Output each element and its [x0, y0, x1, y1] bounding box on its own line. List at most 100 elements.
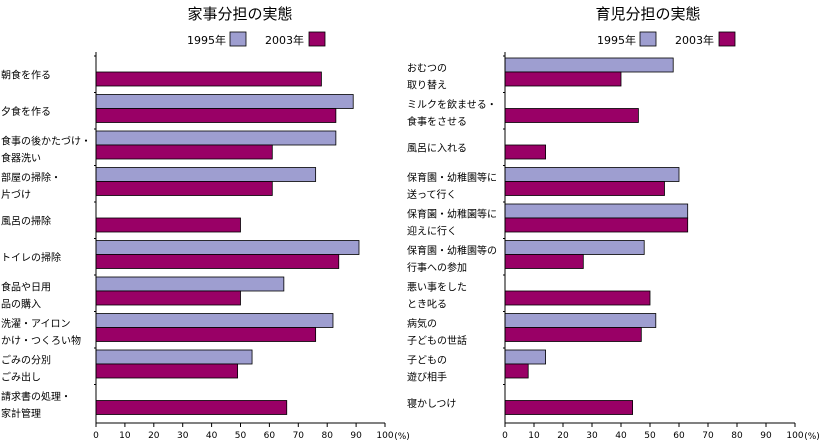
category-label: ごみの分別 [1, 353, 51, 366]
x-tick-label: 0 [502, 431, 508, 441]
bar-2003 [95, 144, 273, 160]
x-tick-label: 90 [760, 431, 772, 441]
bar-1995 [95, 94, 354, 109]
category-label: 病気の [407, 317, 437, 330]
bar-2003 [504, 400, 633, 415]
bar-2003 [504, 144, 546, 160]
bar-1995 [95, 313, 334, 328]
bar-2003 [504, 71, 622, 87]
category-label: 食事をさせる [407, 115, 467, 128]
category-label: 取り替え [407, 78, 447, 91]
category-label: 食品や日用 [1, 280, 51, 293]
category-label: 寝かしつけ [407, 397, 456, 410]
bar-1995 [95, 240, 360, 255]
bar-2003 [95, 290, 241, 306]
category-label: 子どもの世話 [407, 334, 467, 347]
bar-2003 [504, 327, 642, 342]
chart-title: 育児分担の実態 [595, 5, 700, 23]
bar-1995 [95, 276, 285, 292]
bar-1995 [504, 203, 689, 219]
bar-1995 [95, 130, 337, 146]
x-tick-label: 80 [321, 431, 333, 441]
category-label: ごみ出し [1, 370, 41, 383]
category-label: 悪い事をした [407, 280, 467, 293]
bars [504, 57, 689, 415]
bar-1995 [504, 240, 645, 255]
bar-2003 [95, 181, 273, 196]
legend-swatch-1995 [639, 31, 657, 47]
category-label: 片づけ [1, 188, 31, 201]
category-label: ミルクを飲ませる・ [407, 98, 497, 111]
x-tick-label: 60 [264, 431, 276, 441]
childcare-chart: 育児分担の実態 1995年 2003年 おむつの取り替えミルクを飲ませる・食事を… [407, 5, 820, 441]
category-label: 行事への参加 [407, 261, 467, 274]
bar-2003 [95, 108, 337, 123]
legend-swatch-1995 [229, 31, 247, 47]
x-tick-label: 100 [786, 431, 803, 441]
category-label: 送って行く [407, 188, 457, 201]
category-label: 部屋の掃除・ [1, 171, 61, 184]
category-label: 子どもの [407, 354, 447, 366]
x-axis: 0 10 20 30 40 50 60 70 80 90 100 [93, 52, 394, 441]
x-tick-label: 70 [702, 431, 714, 441]
legend-label-2003: 2003年 [265, 33, 304, 47]
x-tick-label: 30 [177, 431, 189, 441]
category-label: とき叱る [407, 298, 447, 310]
bars [95, 71, 360, 415]
x-tick-label: 10 [528, 431, 540, 441]
x-tick-label: 100 [376, 431, 393, 441]
category-label: 食器洗い [1, 151, 41, 164]
category-label: 遊び相手 [407, 370, 447, 383]
category-label: 風呂の掃除 [1, 214, 51, 227]
legend-label-1995: 1995年 [597, 33, 636, 47]
category-label: かけ・つくろい物 [1, 334, 81, 347]
category-label: 洗濯・アイロン [1, 318, 71, 330]
bar-2003 [95, 217, 241, 233]
bar-2003 [95, 327, 317, 342]
bar-2003 [504, 290, 651, 306]
bar-2003 [95, 71, 322, 87]
category-label: 保育園・幼稚園等に [407, 207, 497, 220]
bar-2003 [504, 108, 639, 123]
category-label: 夕食を作る [1, 105, 51, 118]
category-label: 請求書の処理・ [1, 390, 71, 403]
category-label: トイレの掃除 [1, 251, 61, 264]
bar-1995 [95, 349, 253, 365]
x-tick-label: 60 [673, 431, 685, 441]
category-label: 迎えに行く [407, 224, 457, 237]
x-tick-label: 20 [148, 431, 160, 441]
bar-1995 [504, 313, 657, 328]
x-tick-label: 90 [350, 431, 362, 441]
x-tick-label: 70 [293, 431, 305, 441]
legend-swatch-2003 [308, 31, 326, 47]
x-tick-label: 40 [615, 431, 627, 441]
bar-2003 [95, 400, 288, 415]
category-label: 品の購入 [1, 297, 41, 310]
category-labels: おむつの取り替えミルクを飲ませる・食事をさせる風呂に入れる保育園・幼稚園等に送っ… [407, 62, 497, 410]
x-tick-label: 80 [731, 431, 743, 441]
legend-label-2003: 2003年 [675, 33, 714, 47]
category-label: 朝食を作る [1, 68, 51, 81]
x-tick-label: 10 [119, 431, 131, 441]
x-tick-label: 20 [557, 431, 569, 441]
x-tick-label: 30 [586, 431, 598, 441]
legend-swatch-2003 [718, 31, 736, 47]
bar-2003 [95, 254, 340, 269]
housework-chart: 家事分担の実態 1995年 2003年 朝食を作る夕食を作る食事の後かたづけ・食… [1, 5, 410, 441]
unit-label: (%) [394, 432, 410, 441]
category-labels: 朝食を作る夕食を作る食事の後かたづけ・食器洗い部屋の掃除・片づけ風呂の掃除トイレ… [1, 68, 91, 420]
x-axis: 0 10 20 30 40 50 60 70 80 90 100 [502, 52, 804, 441]
category-label: 風呂に入れる [407, 142, 467, 154]
bar-2003 [504, 254, 584, 269]
x-tick-label: 50 [644, 431, 656, 441]
x-tick-label: 50 [235, 431, 247, 441]
category-label: 食事の後かたづけ・ [1, 134, 91, 147]
legend-label-1995: 1995年 [187, 33, 226, 47]
chart-title: 家事分担の実態 [187, 5, 292, 23]
x-tick-label: 0 [93, 431, 99, 441]
x-tick-label: 40 [206, 431, 218, 441]
bar-2003 [504, 181, 665, 196]
bar-2003 [95, 363, 239, 379]
category-label: おむつの [407, 62, 447, 74]
